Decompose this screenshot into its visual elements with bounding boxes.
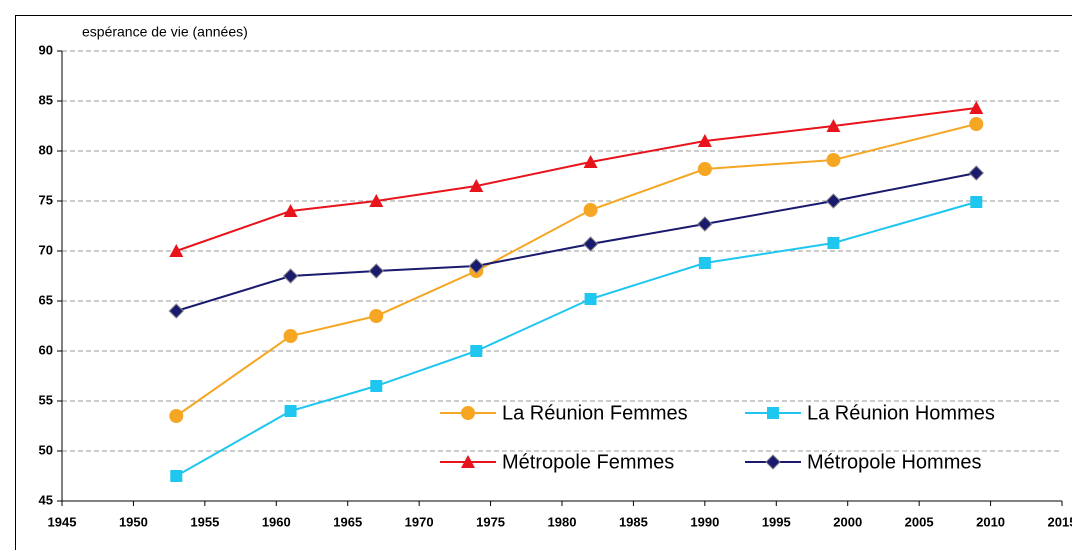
y-tick-label: 55	[39, 392, 53, 407]
marker	[169, 409, 183, 423]
marker	[285, 405, 297, 417]
legend-marker	[461, 406, 475, 420]
marker	[585, 293, 597, 305]
y-tick-label: 45	[39, 492, 53, 507]
legend-label: La Réunion Femmes	[502, 402, 688, 424]
x-tick-label: 1975	[476, 514, 505, 529]
y-tick-label: 85	[39, 92, 53, 107]
legend-label: Métropole Femmes	[502, 451, 674, 473]
marker	[369, 264, 383, 278]
legend-label: La Réunion Hommes	[807, 402, 995, 424]
marker	[370, 380, 382, 392]
x-tick-label: 1980	[548, 514, 577, 529]
marker	[369, 309, 383, 323]
marker	[969, 166, 983, 180]
x-tick-label: 2010	[976, 514, 1005, 529]
series-line	[176, 108, 976, 251]
x-tick-label: 1955	[190, 514, 219, 529]
marker	[584, 203, 598, 217]
y-tick-label: 70	[39, 242, 53, 257]
marker	[826, 194, 840, 208]
marker	[698, 217, 712, 231]
x-tick-label: 2015	[1048, 514, 1072, 529]
x-tick-label: 2000	[833, 514, 862, 529]
y-tick-label: 60	[39, 342, 53, 357]
marker	[169, 244, 183, 257]
x-tick-label: 1960	[262, 514, 291, 529]
y-axis-label: espérance de vie (années)	[82, 24, 248, 40]
x-tick-label: 1965	[333, 514, 362, 529]
x-tick-label: 1945	[48, 514, 77, 529]
series-line	[176, 173, 976, 311]
marker	[826, 153, 840, 167]
legend-marker	[766, 455, 780, 469]
marker	[169, 304, 183, 318]
marker	[699, 257, 711, 269]
x-tick-label: 1985	[619, 514, 648, 529]
marker	[470, 345, 482, 357]
y-tick-label: 50	[39, 442, 53, 457]
x-tick-label: 1970	[405, 514, 434, 529]
marker	[969, 117, 983, 131]
x-tick-label: 1950	[119, 514, 148, 529]
marker	[827, 237, 839, 249]
marker	[698, 162, 712, 176]
y-tick-label: 75	[39, 192, 53, 207]
series-line	[176, 124, 976, 416]
legend-marker	[767, 407, 779, 419]
legend-label: Métropole Hommes	[807, 451, 982, 473]
marker	[284, 329, 298, 343]
marker	[969, 101, 983, 114]
x-tick-label: 1990	[690, 514, 719, 529]
y-tick-label: 90	[39, 42, 53, 57]
x-tick-label: 1995	[762, 514, 791, 529]
marker	[284, 269, 298, 283]
x-tick-label: 2005	[905, 514, 934, 529]
y-tick-label: 80	[39, 142, 53, 157]
marker	[584, 237, 598, 251]
marker	[970, 196, 982, 208]
y-tick-label: 65	[39, 292, 53, 307]
marker	[170, 470, 182, 482]
